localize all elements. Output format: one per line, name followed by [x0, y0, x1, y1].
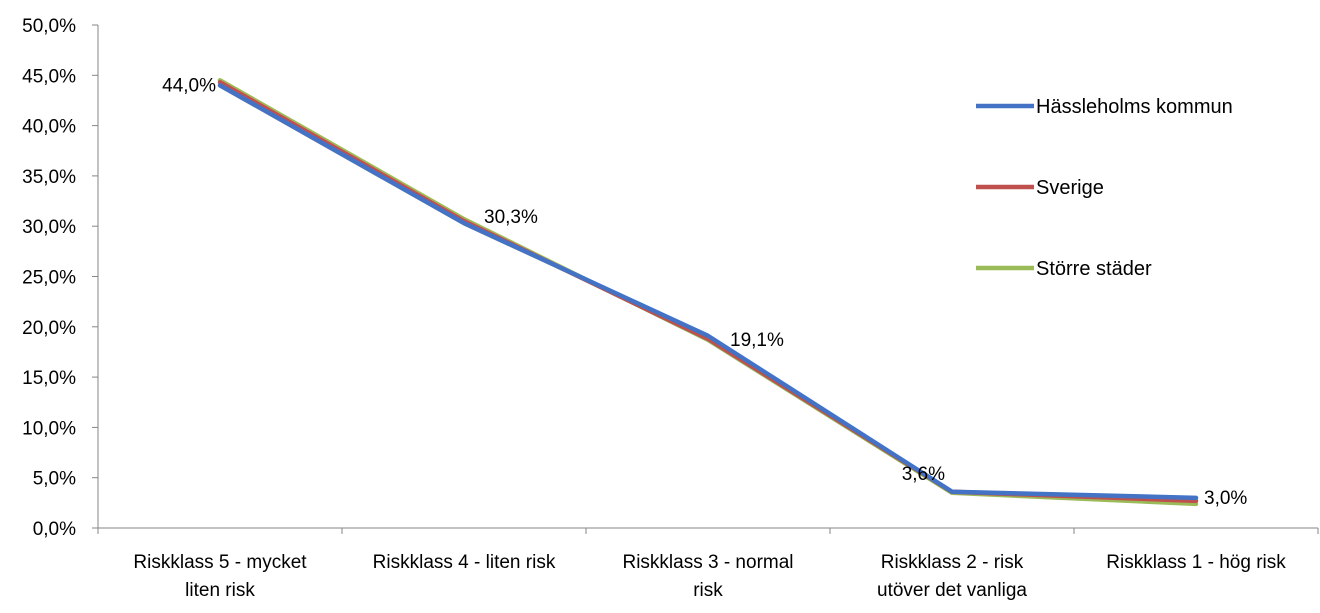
legend-label: Hässleholms kommun: [1036, 96, 1233, 118]
legend-label: Sverige: [1036, 177, 1104, 199]
x-tick-label: Riskklass 4 - liten risk: [373, 552, 556, 573]
x-tick-label: Riskklass 3 - normal risk: [622, 552, 793, 601]
data-label: 3,0%: [1204, 488, 1247, 509]
data-label: 44,0%: [162, 75, 216, 96]
x-tick-label: Riskklass 1 - hög risk: [1106, 552, 1286, 573]
series-lines: [217, 78, 1199, 507]
legend-label: Större städer: [1036, 258, 1152, 280]
legend-item: Hässleholms kommun: [976, 96, 1233, 118]
y-tick-label: 35,0%: [22, 167, 76, 188]
y-tick-label: 15,0%: [22, 368, 76, 389]
x-tick-label: Riskklass 2 - risk utöver det vanliga: [877, 552, 1027, 601]
data-label: 3,6%: [902, 464, 945, 485]
legend-item: Sverige: [976, 177, 1104, 199]
data-label: 30,3%: [484, 207, 538, 228]
y-tick-label: 50,0%: [22, 16, 76, 37]
y-tick-label: 45,0%: [22, 66, 76, 87]
data-labels: 44,0% 30,3% 19,1% 3,6% 3,0%: [162, 75, 1247, 508]
axes: 0,0% 5,0% 10,0% 15,0% 20,0% 25,0% 30,0% 35,0% 40…: [22, 16, 1319, 601]
y-tick-label: 25,0%: [22, 268, 76, 289]
series-line: [217, 83, 1199, 501]
y-tick-label: 10,0%: [22, 418, 76, 439]
legend: Hässleholms kommun Sverige Större städer: [976, 96, 1233, 280]
legend-item: Större städer: [976, 258, 1152, 280]
y-tick-label: 20,0%: [22, 318, 76, 339]
series-line: [217, 78, 1199, 507]
y-tick-label: 5,0%: [33, 469, 76, 490]
y-tick-label: 40,0%: [22, 117, 76, 138]
data-label: 19,1%: [730, 330, 784, 351]
x-tick-label: Riskklass 5 - mycket liten risk: [133, 552, 307, 601]
y-tick-label: 30,0%: [22, 217, 76, 238]
series-line: [217, 80, 1199, 504]
y-tick-label: 0,0%: [33, 519, 76, 540]
